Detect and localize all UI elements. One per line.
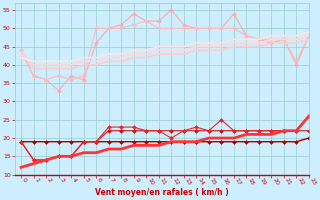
X-axis label: Vent moyen/en rafales ( km/h ): Vent moyen/en rafales ( km/h ) <box>95 188 229 197</box>
